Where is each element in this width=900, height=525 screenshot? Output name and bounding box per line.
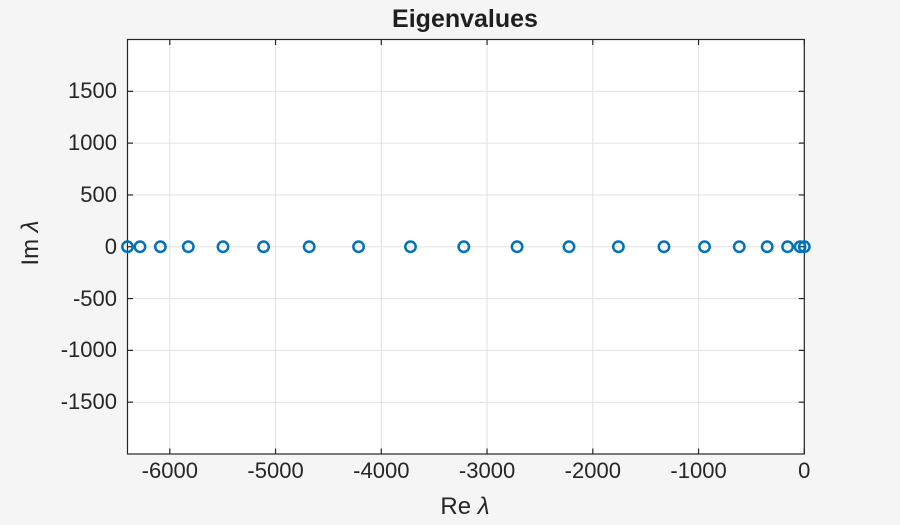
lambda-symbol: λ <box>477 493 490 520</box>
y-tick-label: -500 <box>72 285 117 311</box>
y-tick-label: -1000 <box>60 337 117 363</box>
data-point-marker <box>457 240 471 254</box>
x-axis-label-prefix: Re <box>440 493 478 520</box>
x-tick-label: -3000 <box>458 458 516 483</box>
data-point-marker <box>760 240 774 254</box>
data-point-marker <box>657 240 671 254</box>
y-tick-label: 500 <box>80 181 117 207</box>
data-point-marker <box>732 240 746 254</box>
x-tick-label: 0 <box>798 458 811 483</box>
x-tick-label: -4000 <box>353 458 410 483</box>
data-point-marker <box>404 240 417 254</box>
data-point-marker <box>257 240 271 254</box>
y-tick-label: -1500 <box>60 389 117 415</box>
data-point-marker <box>797 240 811 254</box>
data-point-marker <box>611 240 625 254</box>
lambda-symbol: λ <box>17 220 44 233</box>
data-point-marker <box>121 240 134 254</box>
x-tick-label: -1000 <box>670 458 727 483</box>
x-tick-label: -2000 <box>564 458 621 483</box>
data-point-marker <box>781 240 795 254</box>
data-point-marker <box>793 240 807 254</box>
data-point-marker <box>698 240 712 254</box>
data-point-marker <box>302 240 316 254</box>
data-point-marker <box>133 240 147 254</box>
data-point-marker <box>216 240 230 254</box>
y-tick-label: 1500 <box>68 78 117 104</box>
y-tick-label: 1000 <box>68 130 117 156</box>
x-axis-label: Re λ <box>440 494 489 520</box>
data-point-marker <box>510 240 524 254</box>
x-tick-label: -5000 <box>247 458 304 483</box>
chart-title: Eigenvalues <box>392 5 538 33</box>
data-point-marker <box>181 240 195 254</box>
x-tick-label: -6000 <box>141 458 198 483</box>
data-point-marker <box>352 240 366 254</box>
y-tick-label: 0 <box>104 233 117 259</box>
data-point-marker <box>562 240 576 254</box>
data-point-marker <box>153 240 167 254</box>
